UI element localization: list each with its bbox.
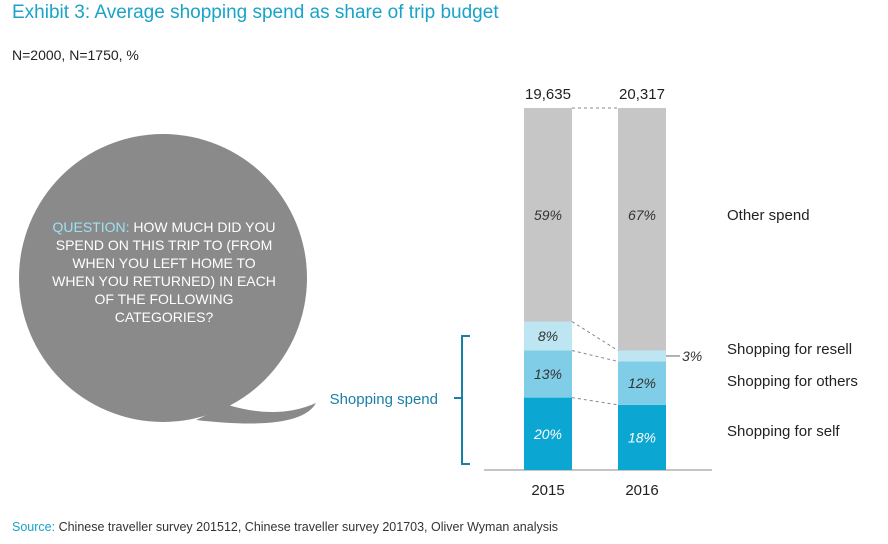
speech-bubble (19, 134, 316, 424)
legend-label-shopping-for-others: Shopping for others (727, 373, 858, 390)
source-label: Source: (12, 520, 56, 534)
source-note: Source: Chinese traveller survey 201512,… (12, 520, 558, 534)
legend-label-shopping-for-self: Shopping for self (727, 423, 840, 440)
total-label-2016: 20,317 (619, 86, 665, 103)
data-label-2016-other-spend: 67% (628, 207, 656, 223)
total-label-2015: 19,635 (525, 86, 571, 103)
legend-label-other-spend: Other spend (727, 207, 810, 224)
page-title: Exhibit 3: Average shopping spend as sha… (12, 2, 499, 23)
bar-2016-shopping-for-others (618, 361, 666, 405)
data-label-2016-shopping-for-self: 18% (628, 429, 656, 445)
bracket-label: Shopping spend (330, 391, 438, 408)
connector-line-shopping-for-resell (571, 321, 619, 351)
bar-2016-shopping-for-resell (618, 350, 666, 362)
data-label-2015-shopping-for-others: 13% (534, 366, 562, 382)
x-tick-label-2016: 2016 (625, 482, 658, 499)
bar-2016-other-spend (618, 108, 666, 351)
source-text: Chinese traveller survey 201512, Chinese… (58, 520, 559, 534)
x-tick-label-2015: 2015 (531, 482, 564, 499)
bar-2015-other-spend (524, 108, 572, 322)
shopping-spend-bracket (454, 335, 470, 465)
data-label-2015-shopping-for-self: 20% (533, 426, 562, 442)
connector-line-shopping-for-others (571, 350, 619, 362)
connector-line-shopping-for-self (571, 397, 619, 406)
question-body: HOW MUCH DID YOU SPEND ON THIS TRIP TO (… (52, 219, 276, 325)
chart-subtitle: N=2000, N=1750, % (12, 47, 139, 63)
speech-bubble-tail (196, 403, 316, 424)
bar-2016-shopping-for-self (618, 404, 666, 470)
bar-2015-shopping-for-resell (524, 321, 572, 351)
bar-2015-shopping-for-others (524, 350, 572, 398)
bars-group: 20% 13% 8% 59% 19,635 2015 18% 12% 3% 67% 20,317 20… (524, 86, 858, 499)
bar-2015-shopping-for-self (524, 397, 572, 470)
data-label-2015-other-spend: 59% (534, 207, 562, 223)
data-label-2016-shopping-for-others: 12% (628, 375, 656, 391)
data-label-2016-shopping-for-resell: 3% (682, 348, 702, 364)
question-label: QUESTION: (52, 219, 130, 235)
legend-label-shopping-for-resell: Shopping for resell (727, 341, 852, 358)
question-text: QUESTION: HOW MUCH DID YOU SPEND ON THIS… (50, 218, 278, 326)
data-label-2015-shopping-for-resell: 8% (538, 328, 558, 344)
speech-bubble-circle (19, 134, 307, 422)
